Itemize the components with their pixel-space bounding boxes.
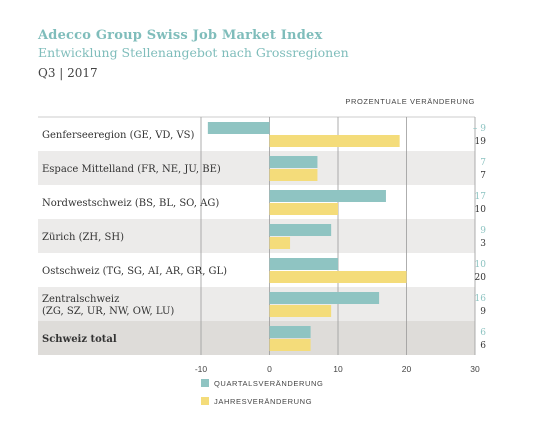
bar-yearly	[269, 169, 318, 181]
bar-yearly	[269, 271, 407, 283]
x-tick-label: 20	[402, 364, 412, 374]
value-label-quarterly: – 9	[473, 124, 486, 134]
value-label-yearly: 9	[480, 307, 486, 317]
value-label-yearly: 19	[475, 137, 487, 147]
value-label-quarterly: 16	[475, 294, 487, 304]
title-block: Adecco Group Swiss Job Market Index Entw…	[38, 28, 349, 80]
value-label-yearly: 7	[480, 171, 486, 181]
legend-swatch	[201, 379, 209, 387]
bar-quarterly	[269, 326, 311, 338]
row-band	[38, 151, 475, 185]
value-label-yearly: 3	[480, 239, 486, 249]
bar-yearly	[269, 203, 338, 215]
chart-title: Adecco Group Swiss Job Market Index	[38, 28, 323, 43]
value-label-yearly: 6	[480, 341, 486, 351]
value-label-yearly: 20	[475, 273, 487, 283]
category-label: Espace Mittelland (FR, NE, JU, BE)	[42, 164, 221, 175]
chart-subtitle: Entwicklung Stellenangebot nach Grossreg…	[38, 45, 349, 60]
row-band	[38, 219, 475, 253]
row-band	[38, 321, 475, 355]
value-label-quarterly: 10	[475, 260, 487, 270]
x-tick-label: 0	[267, 364, 272, 374]
category-label: Zürich (ZH, SH)	[42, 232, 124, 243]
category-label: (ZG, SZ, UR, NW, OW, LU)	[42, 306, 174, 317]
bar-quarterly	[269, 258, 338, 270]
x-tick-label: 10	[333, 364, 343, 374]
category-label: Genferseeregion (GE, VD, VS)	[42, 130, 195, 141]
bar-quarterly	[269, 292, 380, 304]
legend-label: JAHRESVERÄNDERUNG	[214, 397, 312, 406]
bar-quarterly	[269, 190, 386, 202]
value-label-quarterly: 6	[480, 328, 486, 338]
bar-quarterly	[207, 122, 270, 134]
bar-quarterly	[269, 156, 318, 168]
category-label: Zentralschweiz	[42, 294, 119, 305]
value-label-quarterly: 7	[480, 158, 486, 168]
bar-quarterly	[269, 224, 332, 236]
bar-yearly	[269, 305, 332, 317]
value-label-yearly: 10	[475, 205, 487, 215]
legend-swatch	[201, 397, 209, 405]
legend-label: QUARTALSVERÄNDERUNG	[214, 379, 323, 388]
x-tick-label: -10	[195, 364, 208, 374]
chart-period: Q3 | 2017	[38, 66, 98, 80]
category-label: Nordwestschweiz (BS, BL, SO, AG)	[42, 198, 219, 209]
x-tick-label: 30	[470, 364, 480, 374]
bar-yearly	[269, 339, 311, 351]
category-label: Schweiz total	[42, 334, 117, 345]
value-label-quarterly: 17	[475, 192, 487, 202]
bar-yearly	[269, 135, 400, 147]
value-label-quarterly: 9	[480, 226, 486, 236]
bar-yearly	[269, 237, 291, 249]
row-band	[38, 287, 475, 321]
category-label: Ostschweiz (TG, SG, AI, AR, GR, GL)	[42, 266, 227, 277]
column-header: PROZENTUALE VERÄNDERUNG	[345, 97, 475, 106]
